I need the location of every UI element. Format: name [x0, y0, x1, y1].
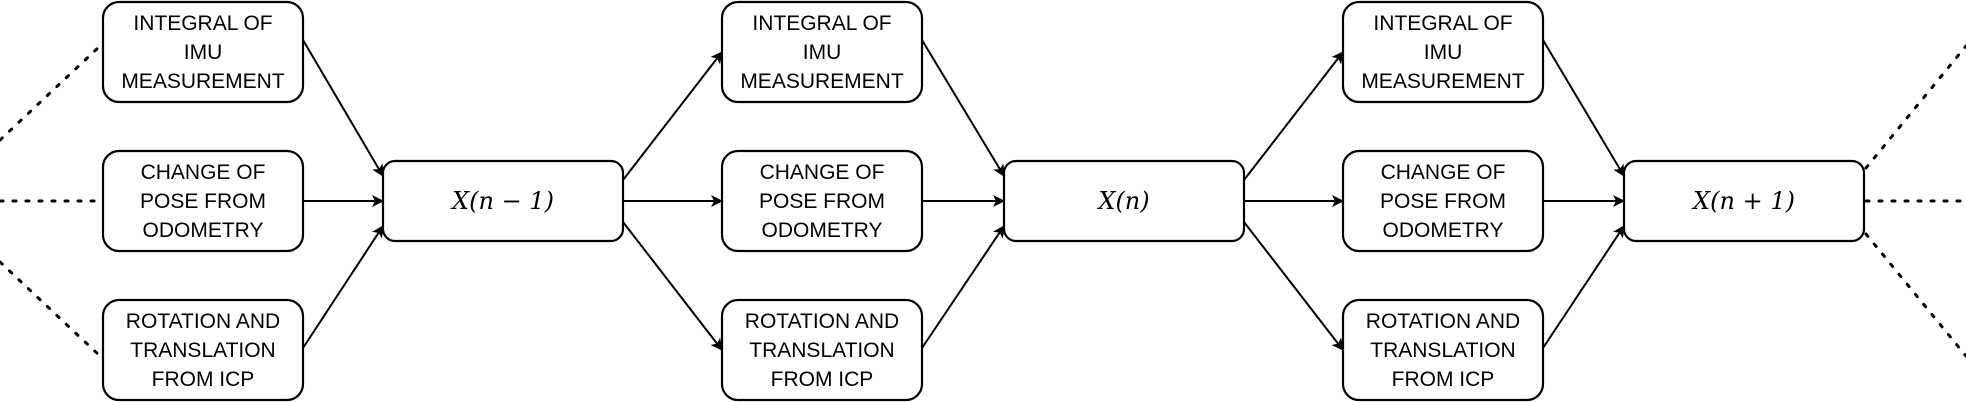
odometry-input-box: CHANGE OF POSE FROM ODOMETRY [720, 149, 924, 253]
imu-to-state-arrow [1542, 39, 1625, 177]
node-label-line: POSE FROM [1380, 190, 1506, 213]
icp-to-state-arrow [921, 225, 1005, 349]
icp-to-state-arrow [302, 225, 384, 349]
node-border [720, 149, 924, 253]
node-label-line: FROM ICP [152, 368, 255, 391]
state-border [1002, 159, 1246, 243]
node-label-line: ROTATION AND [126, 310, 280, 333]
node-label-line: ODOMETRY [1383, 219, 1504, 242]
node-border [101, 149, 305, 253]
node-border [101, 298, 305, 402]
icp-to-state-arrow [1542, 225, 1625, 349]
node-label-line: ODOMETRY [143, 219, 264, 242]
state-to-icp-arrow [1243, 221, 1344, 351]
icp-input-box: ROTATION AND TRANSLATION FROM ICP [1341, 298, 1545, 402]
state-to-imu-arrow [1243, 51, 1344, 181]
node-label-line: CHANGE OF [1381, 161, 1506, 184]
right-continuation-bottom [1864, 232, 1966, 358]
node-border [1341, 0, 1545, 104]
node-label-line: MEASUREMENT [1361, 70, 1525, 93]
node-border [720, 298, 924, 402]
node-label-line: IMU [1424, 41, 1463, 64]
node-border [1341, 298, 1545, 402]
node-label-line: POSE FROM [140, 190, 266, 213]
node-label-line: POSE FROM [759, 190, 885, 213]
odometry-input-box: CHANGE OF POSE FROM ODOMETRY [101, 149, 305, 253]
imu-to-state-arrow [302, 39, 384, 177]
node-label-line: TRANSLATION [130, 339, 275, 362]
imu-input-box: INTEGRAL OF IMU MEASUREMENT [1341, 0, 1545, 104]
node-label-line: INTEGRAL OF [1373, 12, 1512, 35]
state-border [1622, 159, 1866, 243]
state-label: X(n − 1) [450, 187, 554, 215]
node-label-line: ROTATION AND [1366, 310, 1520, 333]
imu-input-box: INTEGRAL OF IMU MEASUREMENT [101, 0, 305, 104]
left-continuation-bottom [0, 260, 102, 358]
state-label: X(n) [1096, 187, 1149, 215]
node-label-line: INTEGRAL OF [133, 12, 272, 35]
node-border [720, 0, 924, 104]
node-label-line: IMU [184, 41, 223, 64]
state-node: X(n − 1) [381, 159, 625, 243]
node-label-line: CHANGE OF [141, 161, 266, 184]
state-to-imu-arrow [622, 51, 723, 181]
node-label-line: ODOMETRY [762, 219, 883, 242]
node-label-line: ROTATION AND [745, 310, 899, 333]
state-to-icp-arrow [622, 221, 723, 351]
node-label-line: TRANSLATION [1370, 339, 1515, 362]
state-node: X(n + 1) [1622, 159, 1866, 243]
left-continuation-top [0, 44, 102, 142]
icp-input-box: ROTATION AND TRANSLATION FROM ICP [720, 298, 924, 402]
node-border [1341, 149, 1545, 253]
node-label-line: IMU [803, 41, 842, 64]
node-label-line: FROM ICP [1392, 368, 1495, 391]
odometry-input-box: CHANGE OF POSE FROM ODOMETRY [1341, 149, 1545, 253]
imu-input-box: INTEGRAL OF IMU MEASUREMENT [720, 0, 924, 104]
state-node: X(n) [1002, 159, 1246, 243]
edges-layer [0, 39, 1966, 358]
node-label-line: TRANSLATION [749, 339, 894, 362]
icp-input-box: ROTATION AND TRANSLATION FROM ICP [101, 298, 305, 402]
node-label-line: MEASUREMENT [740, 70, 904, 93]
node-label-line: INTEGRAL OF [752, 12, 891, 35]
imu-to-state-arrow [921, 39, 1005, 177]
node-border [101, 0, 305, 104]
right-continuation-top [1864, 44, 1966, 170]
state-label: X(n + 1) [1691, 187, 1795, 215]
node-label-line: MEASUREMENT [121, 70, 285, 93]
node-label-line: CHANGE OF [760, 161, 885, 184]
node-label-line: FROM ICP [771, 368, 874, 391]
nodes-layer: INTEGRAL OF IMU MEASUREMENT CHANGE OF POSE F… [101, 0, 1866, 402]
state-border [381, 159, 625, 243]
